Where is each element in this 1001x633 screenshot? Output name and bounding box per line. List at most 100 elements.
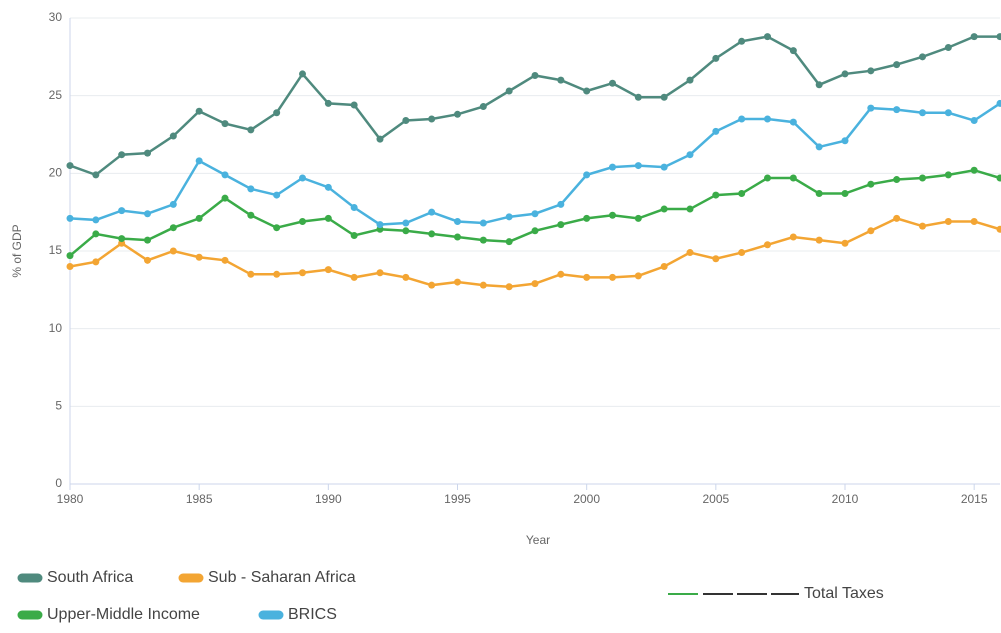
data-point: [738, 38, 745, 45]
data-point: [557, 221, 564, 228]
data-point: [196, 215, 203, 222]
data-point: [454, 111, 461, 118]
data-point: [764, 115, 771, 122]
data-point: [945, 44, 952, 51]
data-point: [170, 224, 177, 231]
data-point: [222, 171, 229, 178]
y-tick-label: 0: [55, 476, 62, 490]
total-taxes-legend: Total Taxes: [668, 585, 884, 602]
data-point: [144, 150, 151, 157]
data-point: [583, 215, 590, 222]
data-point: [222, 195, 229, 202]
data-point: [428, 115, 435, 122]
data-point: [867, 105, 874, 112]
data-point: [583, 274, 590, 281]
data-point: [635, 215, 642, 222]
x-tick-label: 1995: [444, 492, 471, 506]
data-point: [867, 67, 874, 74]
data-point: [118, 151, 125, 158]
data-point: [454, 234, 461, 241]
legend-item[interactable]: BRICS: [263, 606, 337, 623]
x-tick-label: 1985: [186, 492, 213, 506]
data-point: [196, 254, 203, 261]
data-point: [402, 274, 409, 281]
legend-item[interactable]: Sub - Saharan Africa: [183, 569, 356, 586]
data-point: [118, 235, 125, 242]
data-point: [92, 258, 99, 265]
data-point: [247, 126, 254, 133]
data-point: [67, 162, 74, 169]
data-point: [273, 192, 280, 199]
data-point: [557, 201, 564, 208]
data-point: [480, 103, 487, 110]
legend-label: BRICS: [288, 606, 337, 623]
data-point: [67, 252, 74, 259]
legend-label: Upper-Middle Income: [47, 606, 200, 623]
data-point: [738, 190, 745, 197]
data-point: [687, 151, 694, 158]
x-tick-label: 1990: [315, 492, 342, 506]
data-point: [506, 88, 513, 95]
data-point: [997, 226, 1001, 233]
data-point: [790, 119, 797, 126]
series-line: [70, 103, 1000, 224]
data-point: [738, 249, 745, 256]
data-point: [919, 109, 926, 116]
data-point: [325, 100, 332, 107]
data-point: [893, 61, 900, 68]
data-point: [532, 210, 539, 217]
data-point: [506, 283, 513, 290]
data-point: [919, 53, 926, 60]
data-point: [325, 266, 332, 273]
data-point: [790, 174, 797, 181]
x-tick-label: 2000: [573, 492, 600, 506]
data-point: [92, 171, 99, 178]
data-point: [609, 80, 616, 87]
legend-item[interactable]: South Africa: [22, 569, 133, 586]
data-point: [428, 209, 435, 216]
data-point: [764, 174, 771, 181]
data-point: [971, 33, 978, 40]
data-point: [687, 249, 694, 256]
data-point: [299, 174, 306, 181]
y-tick-label: 25: [49, 88, 63, 102]
data-point: [247, 212, 254, 219]
data-point: [532, 280, 539, 287]
data-point: [196, 108, 203, 115]
data-point: [144, 210, 151, 217]
data-point: [247, 185, 254, 192]
data-point: [532, 72, 539, 79]
data-point: [816, 81, 823, 88]
data-point: [816, 237, 823, 244]
data-point: [144, 257, 151, 264]
x-tick-label: 1980: [57, 492, 84, 506]
data-point: [609, 164, 616, 171]
data-point: [325, 184, 332, 191]
data-point: [299, 218, 306, 225]
data-point: [687, 206, 694, 213]
data-point: [144, 237, 151, 244]
data-point: [351, 274, 358, 281]
data-point: [661, 164, 668, 171]
data-point: [764, 33, 771, 40]
data-point: [92, 230, 99, 237]
data-point: [971, 218, 978, 225]
data-point: [222, 120, 229, 127]
data-point: [712, 128, 719, 135]
data-point: [790, 234, 797, 241]
data-point: [997, 174, 1001, 181]
data-point: [170, 201, 177, 208]
data-point: [712, 255, 719, 262]
data-point: [945, 109, 952, 116]
legend-item[interactable]: Upper-Middle Income: [22, 606, 200, 623]
y-tick-label: 30: [49, 10, 63, 24]
series-line: [70, 37, 1000, 175]
data-point: [583, 88, 590, 95]
data-point: [893, 106, 900, 113]
data-point: [351, 101, 358, 108]
data-point: [609, 274, 616, 281]
data-point: [997, 33, 1001, 40]
x-tick-label: 2005: [702, 492, 729, 506]
data-point: [377, 269, 384, 276]
